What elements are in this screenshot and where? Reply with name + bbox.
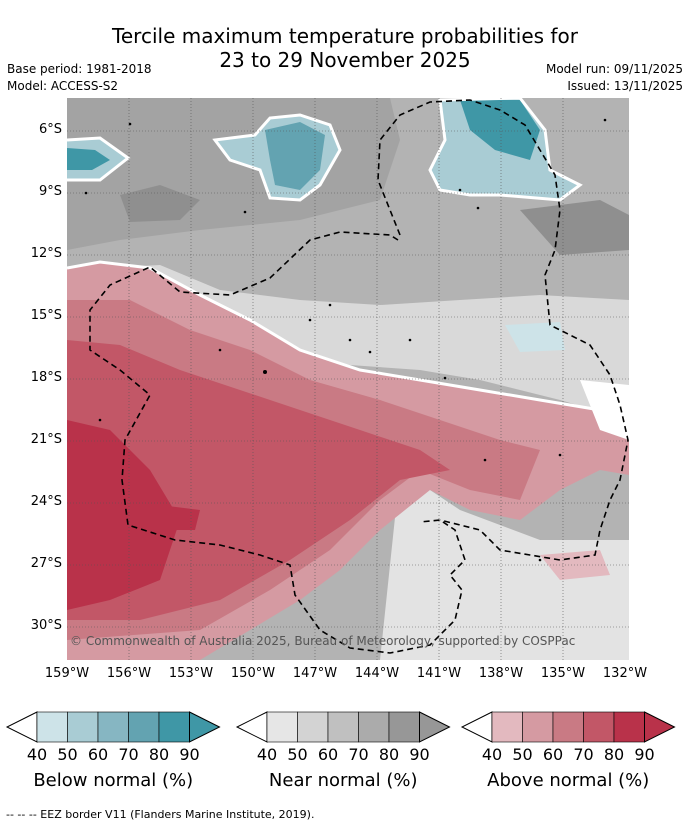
colorbar-extend-high — [419, 711, 451, 743]
lat-label: 15°S — [30, 308, 62, 323]
lon-label: 135°W — [540, 666, 586, 681]
lon-label: 141°W — [416, 666, 462, 681]
lat-label: 27°S — [30, 556, 62, 571]
lat-label: 30°S — [30, 618, 62, 633]
contour-line-east — [428, 98, 583, 202]
colorbar-tick: 90 — [179, 745, 200, 764]
near-normal-40-area — [380, 470, 629, 660]
contour-line-above — [67, 260, 629, 422]
colorbar-extend-low — [460, 711, 493, 743]
colorbar-segment — [158, 711, 190, 743]
gridlines — [67, 98, 629, 660]
colorbar-segment — [67, 711, 99, 743]
below-normal-70-central — [265, 122, 325, 190]
colorbar-tick: 80 — [378, 745, 400, 764]
eez-footnote: -- -- -- EEZ border V11 (Flanders Marine… — [6, 808, 315, 821]
lon-label: 138°W — [478, 666, 524, 681]
model-name: Model: ACCESS-S2 — [7, 79, 119, 93]
lat-label: 12°S — [30, 246, 62, 261]
colorbar-tick: 90 — [409, 745, 430, 764]
colorbar-tick: 40 — [256, 745, 278, 764]
colorbar-title: Below normal (%) — [33, 770, 194, 791]
colorbar-tick: 50 — [287, 745, 308, 764]
colorbar-extend-low — [5, 711, 38, 743]
colorbar-extend-high — [644, 711, 676, 743]
eez-borders — [89, 99, 629, 654]
above-normal-80-area — [67, 420, 180, 610]
model-run: Model run: 09/11/2025 — [545, 62, 683, 76]
base-period: Base period: 1981-2018 — [7, 62, 152, 76]
contour-line-west — [67, 136, 131, 182]
lon-label: 153°W — [168, 666, 214, 681]
lat-label: 21°S — [30, 432, 62, 447]
colorbar-tick: 70 — [118, 745, 139, 764]
near-normal-80-area — [120, 185, 200, 222]
colorbar-tick: 70 — [573, 745, 594, 764]
above-normal-80-patch — [160, 505, 200, 530]
colorbar-tick: 60 — [542, 745, 564, 764]
contour-line-central — [212, 113, 342, 202]
colorbar-segment — [358, 711, 390, 743]
title-line-1: Tercile maximum temperature probabilitie… — [112, 24, 578, 48]
colorbar-segment — [491, 711, 523, 743]
colorbar-segment — [388, 711, 420, 743]
below-normal-90-east — [460, 100, 540, 160]
colorbar-tick: 40 — [26, 745, 48, 764]
colorbar-segment — [583, 711, 615, 743]
colorbar-segment — [552, 711, 584, 743]
colorbar-extend-high — [189, 711, 221, 743]
issued-date: Issued: 13/11/2025 — [567, 79, 683, 93]
lat-label: 6°S — [38, 122, 62, 137]
lon-label: 144°W — [354, 666, 400, 681]
islands — [84, 118, 607, 562]
colorbar-tick: 70 — [348, 745, 369, 764]
lat-label: 18°S — [30, 370, 62, 385]
colorbar-segment — [266, 711, 298, 743]
colorbar-segment — [128, 711, 160, 743]
colorbar-tick: 40 — [481, 745, 503, 764]
below-normal-90-west — [67, 148, 110, 170]
lat-label: 9°S — [38, 184, 62, 199]
near-normal-80-area-2 — [520, 200, 629, 255]
colorbar-title: Near normal (%) — [268, 770, 418, 791]
colorbar-tick: 80 — [148, 745, 170, 764]
lat-label: 24°S — [30, 494, 62, 509]
probability-map — [67, 98, 629, 660]
copyright-notice: © Commonwealth of Australia 2025, Bureau… — [70, 634, 576, 648]
colorbar-tick: 90 — [634, 745, 655, 764]
colorbar-tick: 50 — [512, 745, 533, 764]
colorbar-segment — [297, 711, 329, 743]
colorbar-segment — [613, 711, 645, 743]
colorbar-segment — [522, 711, 554, 743]
lon-label: 147°W — [292, 666, 338, 681]
colorbar-title: Above normal (%) — [487, 770, 650, 791]
lon-label: 150°W — [230, 666, 276, 681]
lon-label: 132°W — [602, 666, 648, 681]
colorbar-tick: 80 — [603, 745, 625, 764]
below-normal-40-patch — [505, 322, 565, 352]
lon-label: 156°W — [106, 666, 152, 681]
title-line-2: 23 to 29 November 2025 — [219, 48, 471, 72]
colorbar-segment — [327, 711, 359, 743]
colorbar-tick: 50 — [57, 745, 78, 764]
colorbar-tick: 60 — [317, 745, 339, 764]
colorbars — [5, 711, 676, 743]
colorbar-segment — [97, 711, 129, 743]
colorbar-extend-low — [235, 711, 268, 743]
lon-label: 159°W — [44, 666, 90, 681]
colorbar-tick: 60 — [87, 745, 109, 764]
colorbar-segment — [36, 711, 68, 743]
